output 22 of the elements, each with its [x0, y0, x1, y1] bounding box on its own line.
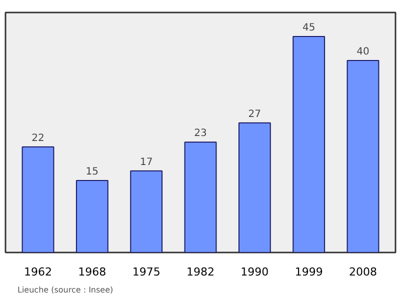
x-tick-label: 1999: [294, 266, 323, 278]
x-tick-label: 1962: [24, 266, 52, 278]
x-tick-label: 1982: [186, 266, 215, 278]
data-label: 22: [32, 132, 44, 144]
data-label: 40: [356, 46, 370, 58]
bar: [238, 122, 271, 252]
data-label: 45: [302, 22, 316, 34]
data-label: 23: [194, 128, 207, 140]
bar: [76, 180, 108, 252]
bar: [22, 146, 54, 252]
bar: [292, 36, 326, 252]
x-tick-label: 1975: [132, 266, 160, 278]
text: Lieuche (source : Insee): [18, 286, 114, 294]
bar: [130, 170, 163, 252]
data-label: 15: [86, 166, 99, 178]
bar: [184, 142, 217, 252]
bar: [346, 60, 380, 252]
x-tick-label: 2008: [349, 266, 378, 278]
data-label: 27: [248, 108, 262, 120]
x-tick-label: 1990: [240, 266, 269, 278]
data-label: 17: [140, 156, 153, 168]
x-tick-label: 1968: [78, 266, 106, 278]
